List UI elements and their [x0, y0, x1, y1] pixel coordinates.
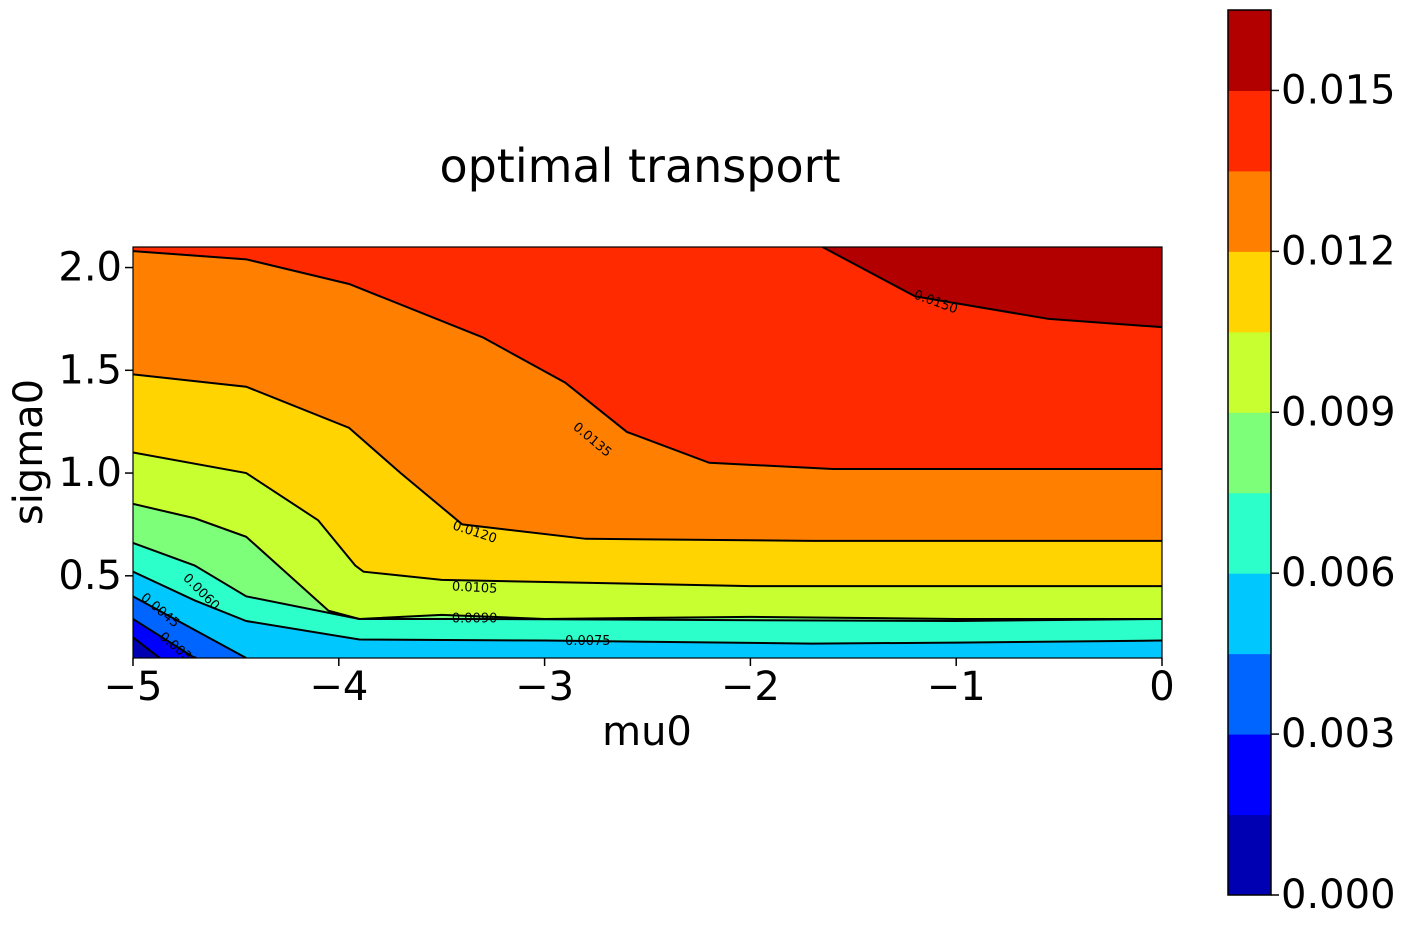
y-tick-label: 1.0	[58, 450, 122, 496]
contour-fills	[133, 247, 1162, 658]
colorbar-tick-label: 0.009	[1281, 389, 1396, 435]
plot-frame	[132, 246, 1163, 659]
colorbar-tick-label: 0.015	[1281, 67, 1396, 113]
y-tick-label: 1.5	[58, 347, 122, 393]
contour-label: 0.0075	[565, 634, 611, 649]
contour-line	[133, 451, 1162, 588]
chart-title: optimal transport	[439, 139, 840, 193]
colorbar-segment	[1228, 653, 1271, 735]
contour-line	[133, 636, 161, 658]
colorbar-segment	[1228, 331, 1271, 413]
colorbar-segment	[1228, 170, 1271, 252]
contour-line	[133, 618, 196, 658]
region-fill	[133, 452, 1162, 658]
colorbar-segment	[1228, 814, 1271, 896]
y-tick-label: 2.0	[58, 245, 122, 291]
colorbar-tick-label: 0.012	[1281, 228, 1396, 274]
colorbar-frame	[1227, 9, 1272, 896]
colorbar-segment	[1228, 492, 1271, 574]
x-tick-label: −2	[721, 664, 780, 710]
x-axis-label: mu0	[602, 709, 692, 755]
contour-line	[821, 247, 1162, 329]
colorbar-tick-label: 0.006	[1281, 550, 1396, 596]
colorbar-segment	[1228, 573, 1271, 655]
x-tick-label: −3	[515, 664, 574, 710]
colorbar-segment	[1228, 734, 1271, 816]
y-axis: 0.5 1.0 1.5 2.0	[58, 245, 133, 599]
colorbar-segment	[1228, 412, 1271, 494]
colorbar-tick-label: 0.003	[1281, 711, 1396, 757]
x-tick-label: −5	[104, 664, 163, 710]
contour-line	[133, 250, 1162, 470]
x-axis: −5 −4 −3 −2 −1 0	[104, 658, 1175, 710]
contour-label: 0.0090	[452, 611, 498, 626]
contour-lines	[133, 247, 1162, 658]
plot-area: 0.00300.00450.00600.00750.00900.01050.01…	[132, 246, 1163, 659]
contour-line	[133, 595, 247, 658]
region-fill	[133, 571, 1162, 658]
contour-line	[133, 570, 1162, 645]
colorbar-segment	[1228, 10, 1271, 91]
y-tick-label: 0.5	[58, 553, 122, 599]
contour-label: 0.0105	[452, 579, 498, 596]
contour-line	[133, 502, 1162, 620]
x-tick-label: −1	[927, 664, 986, 710]
x-tick-label: −4	[309, 664, 368, 710]
contour-line	[133, 541, 1162, 623]
colorbar: 0.000 0.003 0.006 0.009 0.012 0.015	[1227, 9, 1396, 918]
x-tick-label: 0	[1149, 664, 1174, 710]
region-fill	[133, 542, 1162, 658]
contour-line	[133, 373, 1162, 542]
y-axis-label: sigma0	[6, 379, 52, 525]
colorbar-tick-label: 0.000	[1281, 872, 1396, 918]
colorbar-segment	[1228, 90, 1271, 172]
colorbar-segment	[1228, 251, 1271, 333]
